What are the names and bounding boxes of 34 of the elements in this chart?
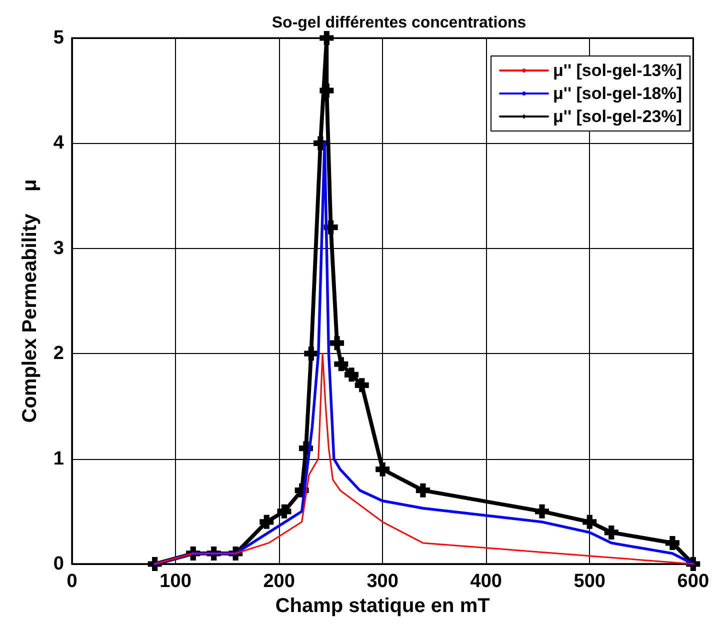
point [354,378,369,392]
y-tick-label: 0 [53,554,64,574]
point [376,462,390,476]
y-axis-title: Complex Permeability μ [19,179,41,423]
point [665,536,680,550]
y-tick-label: 2 [53,343,64,364]
y-tick-label: 3 [53,238,64,259]
legend-label: μ'' [sol-gel-13%] [553,61,682,80]
point [320,84,334,98]
point [344,368,359,382]
x-tick-label: 200 [263,571,295,592]
x-tick-label: 0 [66,571,78,592]
point [604,525,618,540]
point [320,31,334,45]
x-tick-label: 600 [677,571,709,592]
point [330,336,344,350]
point [277,504,292,518]
x-tick-label: 500 [574,571,606,592]
y-tick-label: 4 [53,132,64,154]
y-tick-label: 5 [53,28,64,48]
x-tick-label: 100 [160,571,192,592]
point [304,346,318,361]
x-tick-label: 400 [470,571,502,592]
point [535,504,550,518]
x-tick-label: 300 [366,571,398,592]
y-tick-label: 1 [53,448,64,470]
chart-title: So-gel différentes concentrations [272,14,526,32]
legend-label: μ'' [sol-gel-18%] [553,84,682,103]
point [334,357,348,372]
legend-label: μ'' [sol-gel-23%] [553,107,682,126]
x-axis-title: Champ statique en mT [275,595,490,617]
point [260,514,274,529]
point [416,483,430,498]
point [582,514,597,529]
